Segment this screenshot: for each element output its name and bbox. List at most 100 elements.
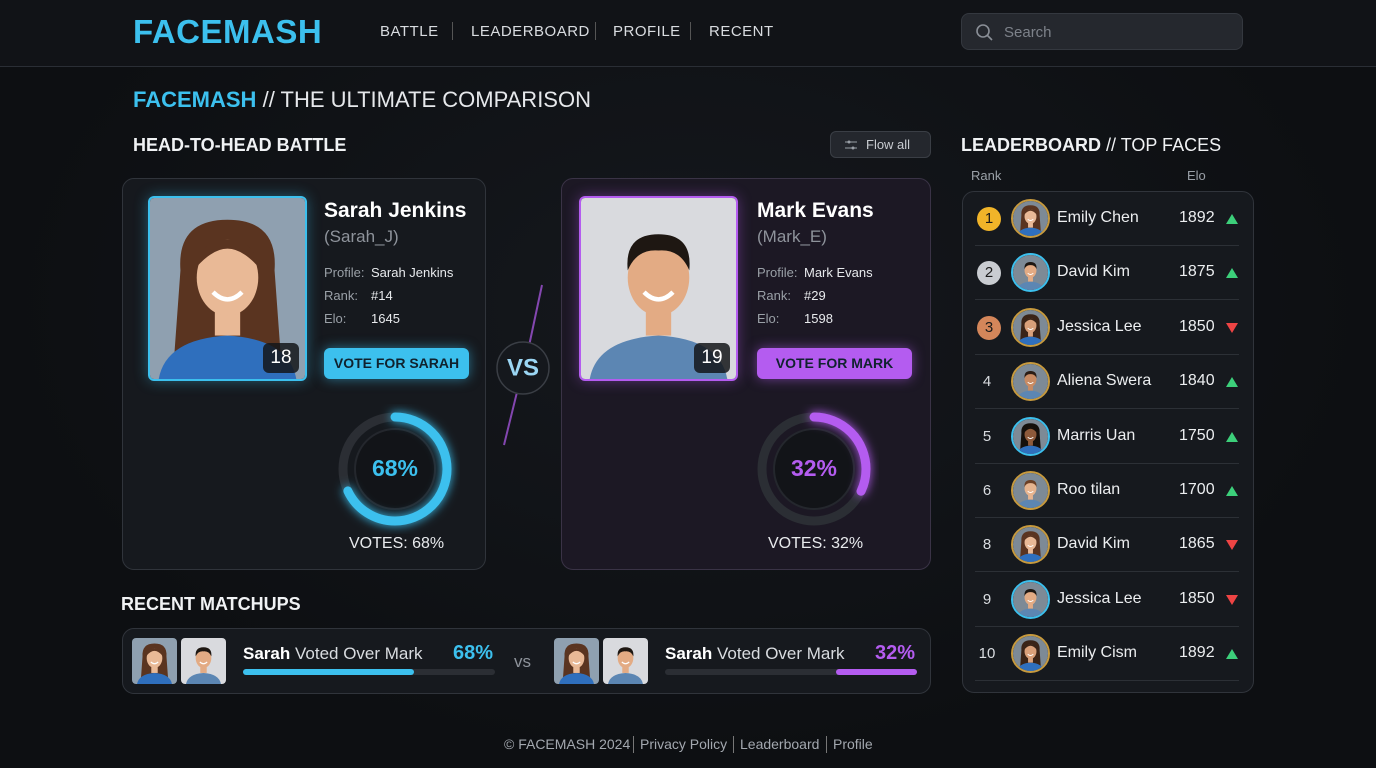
contender-name: Sarah Jenkins [324, 199, 467, 222]
leaderboard-row[interactable]: 2 David Kim 1875 [975, 246, 1239, 301]
matchup-result: Voted Over Mark [716, 644, 845, 663]
shirt [1017, 662, 1044, 672]
matchup-text: Sarah Voted Over Mark [665, 644, 845, 664]
ring-arc [757, 412, 871, 526]
filter-label: Flow all [866, 137, 911, 152]
head [1024, 426, 1037, 442]
neck [1028, 275, 1033, 282]
smile [150, 661, 159, 665]
vote-button[interactable]: VOTE FOR MARK [757, 348, 912, 379]
shirt [559, 672, 594, 684]
head [146, 648, 163, 668]
trend-arrow [1226, 377, 1238, 388]
footer-separator [826, 736, 827, 753]
elo-value: 1598 [804, 311, 833, 326]
recent-panel [122, 628, 931, 694]
rank-badge: 9 [982, 590, 992, 608]
progress-track [665, 669, 917, 675]
section-title: RECENT MATCHUPS [121, 594, 301, 614]
leaderboard-row[interactable]: 3 Jessica Lee 1850 [975, 301, 1239, 355]
trend-up [1226, 268, 1238, 279]
leaderboard-heading: LEADERBOARD [961, 135, 1102, 155]
leaderboard-row[interactable]: 6 Roo tilan 1700 [975, 464, 1239, 518]
filter-button[interactable]: Flow all [830, 131, 931, 158]
rank-badge: 2 [977, 261, 1001, 286]
footer-link[interactable]: Leaderboard [740, 736, 820, 752]
trend-up [1226, 377, 1238, 388]
footer-separator [733, 736, 734, 753]
player-elo: 1850 [1179, 589, 1215, 607]
shirt [1017, 445, 1044, 454]
face-image [1013, 255, 1048, 291]
votes-label: VOTES: 68% [349, 535, 445, 552]
head [1024, 209, 1037, 224]
trend-arrow [1226, 594, 1238, 605]
player-name: Emily Cism [1057, 644, 1137, 662]
rank-badge: 10 [978, 645, 996, 663]
footer-link[interactable]: Privacy Policy [640, 736, 728, 752]
neck [1028, 221, 1033, 228]
matchup-photo [132, 638, 177, 684]
player-elo: 1875 [1179, 263, 1215, 281]
search-box[interactable]: Search [961, 13, 1243, 50]
footer-link[interactable]: Profile [833, 736, 873, 752]
rank-value: #29 [804, 288, 826, 303]
hair [196, 239, 259, 267]
neck [1028, 438, 1033, 446]
logo[interactable]: FACEMASH [133, 13, 323, 50]
leaderboard-row[interactable]: 4 Aliena Swera 1840 [975, 355, 1239, 410]
head [1024, 317, 1037, 333]
recent-vs: vs [514, 652, 531, 671]
votes-label: VOTES: 32% [768, 535, 864, 552]
hair [617, 647, 634, 657]
vote-button[interactable]: VOTE FOR SARAH [324, 348, 469, 379]
smile [1027, 327, 1034, 330]
hair [146, 648, 163, 656]
smile [572, 661, 581, 665]
player-name: Jessica Lee [1057, 317, 1142, 335]
face-image [1013, 581, 1048, 617]
player-elo: 1750 [1179, 426, 1215, 444]
player-name: David Kim [1057, 535, 1130, 553]
leaderboard-row[interactable]: 10 Emily Cism 1892 [975, 627, 1239, 682]
smile [199, 661, 208, 665]
nav-link[interactable]: PROFILE [613, 23, 681, 40]
matchup-share: 32% [875, 642, 916, 664]
profile-label: Profile: [324, 265, 365, 280]
trend-arrow [1226, 268, 1238, 279]
photo-badge: 18 [263, 343, 299, 373]
shirt [1017, 227, 1044, 236]
hair [1024, 480, 1037, 487]
neck [1028, 656, 1033, 663]
matchup-photo [181, 638, 226, 684]
nav-link[interactable]: RECENT [709, 23, 774, 40]
contender-handle: (Sarah_J) [324, 227, 399, 246]
nav-link[interactable]: LEADERBOARD [471, 23, 590, 40]
neck [151, 664, 158, 673]
leaderboard-row[interactable]: 1 Emily Chen 1892 [975, 192, 1239, 246]
player-name: Aliena Swera [1057, 372, 1152, 390]
rank-badge: 5 [982, 427, 992, 445]
leaderboard-row[interactable]: 5 Marris Uan 1750 [975, 410, 1239, 464]
head [1024, 263, 1037, 279]
player-elo: 1850 [1179, 317, 1215, 335]
smile [1027, 273, 1034, 276]
shirt [158, 335, 297, 379]
head [1024, 372, 1037, 387]
shirt [1017, 390, 1044, 400]
hair [1024, 209, 1037, 215]
rank-label: Rank: [324, 288, 358, 303]
nav-link[interactable]: BATTLE [380, 23, 439, 40]
title-rest: // THE ULTIMATE COMPARISON [262, 87, 591, 112]
player-elo: 1700 [1179, 481, 1215, 498]
leaderboard-row[interactable]: 8 David Kim 1865 [975, 518, 1239, 573]
hair [1024, 588, 1037, 596]
leaderboard-row[interactable]: 9 Jessica Lee 1850 [975, 573, 1239, 627]
trend-arrow [1226, 431, 1238, 442]
shirt [137, 672, 172, 684]
player-elo: 1840 [1179, 372, 1215, 390]
rank-value: #14 [371, 288, 393, 303]
smile [1027, 490, 1034, 494]
elo-value: 1645 [371, 311, 400, 326]
